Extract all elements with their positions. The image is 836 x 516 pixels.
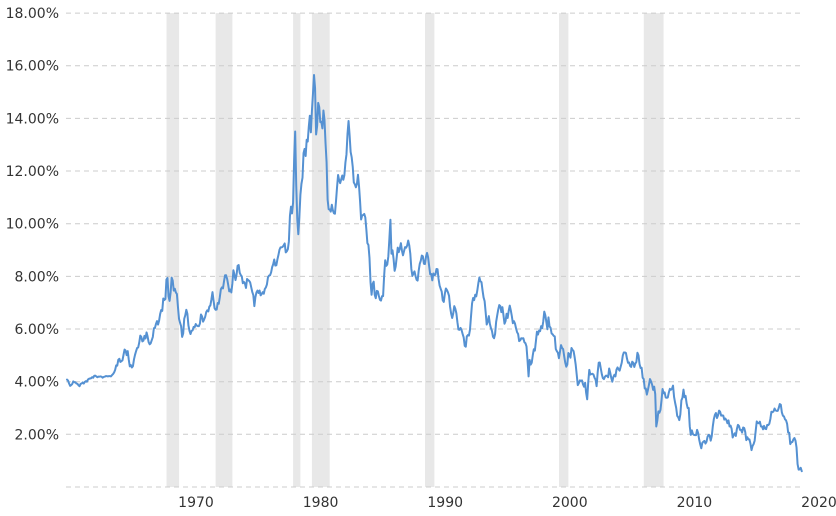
recession-band [166, 13, 180, 487]
y-tick-label: 8.00% [15, 269, 59, 285]
y-tick-label: 14.00% [6, 111, 59, 127]
rate-line-series [66, 73, 803, 473]
x-axis-labels: 1970 1980 1990 2000 2010 2020 [178, 495, 836, 511]
recession-band [425, 13, 435, 487]
x-tick-label: 1970 [178, 495, 214, 511]
recession-band [559, 13, 569, 487]
y-tick-label: 16.00% [6, 59, 59, 75]
recession-band [215, 13, 233, 487]
x-tick-label: 2020 [801, 495, 836, 511]
x-tick-label: 1990 [427, 495, 463, 511]
x-tick-label: 2010 [677, 495, 713, 511]
y-axis-labels: 2.00% 4.00% 6.00% 8.00% 10.00% 12.00% 14.00% 16… [6, 6, 59, 443]
recession-bands [166, 13, 664, 487]
recession-band [643, 13, 664, 487]
y-tick-label: 4.00% [15, 375, 59, 391]
y-tick-label: 18.00% [6, 6, 59, 22]
x-tick-label: 1980 [303, 495, 339, 511]
y-tick-label: 10.00% [6, 217, 59, 233]
y-tick-label: 6.00% [15, 322, 59, 338]
y-tick-label: 12.00% [6, 164, 59, 180]
x-tick-label: 2000 [552, 495, 588, 511]
y-tick-label: 2.00% [15, 427, 59, 443]
gridlines [66, 12, 801, 488]
recession-band [293, 13, 301, 487]
